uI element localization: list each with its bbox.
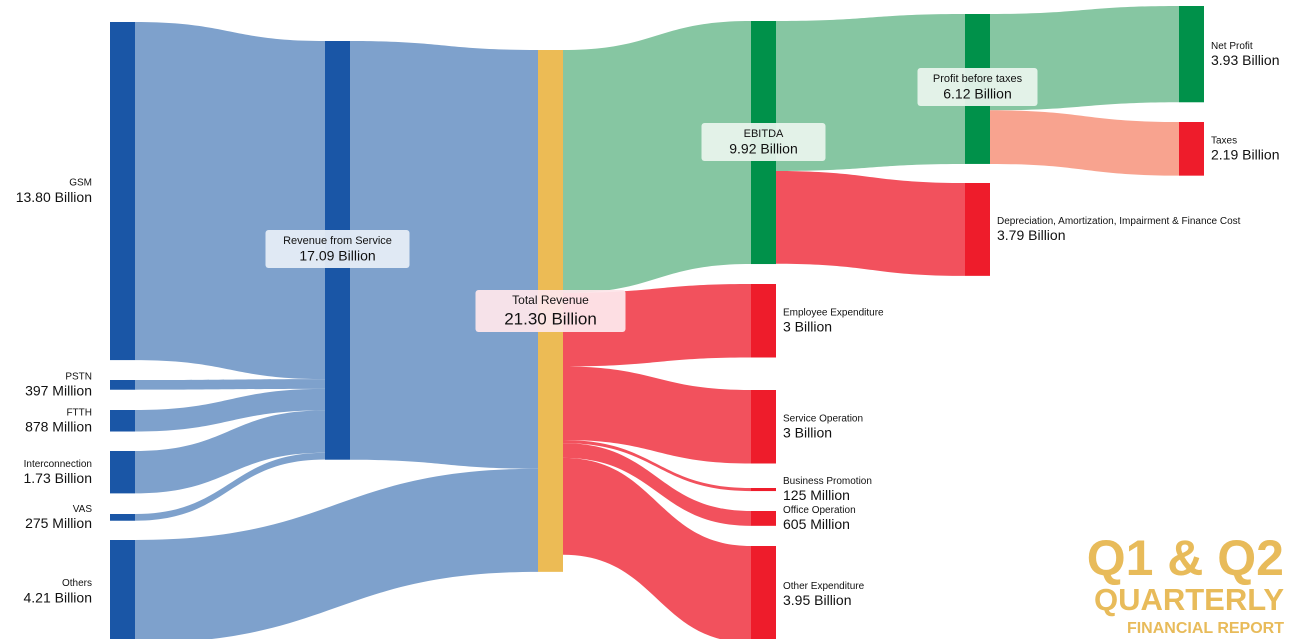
links xyxy=(135,6,1179,639)
node-value: 125 Million xyxy=(783,487,850,503)
link xyxy=(563,366,751,464)
label-box xyxy=(917,68,1038,106)
link xyxy=(135,452,325,521)
node-value: 3 Billion xyxy=(783,424,832,440)
node-value: 3.93 Billion xyxy=(1211,52,1280,68)
label-box xyxy=(701,123,826,161)
annotation: QUARTERLY xyxy=(1094,582,1284,617)
node-name: Office Operation xyxy=(783,505,856,516)
link xyxy=(350,41,538,469)
node-value: 3.95 Billion xyxy=(783,592,852,608)
node-value: 9.92 Billion xyxy=(729,141,798,157)
node-value: 3 Billion xyxy=(783,318,832,334)
node xyxy=(110,451,135,494)
node-name: VAS xyxy=(73,504,93,515)
node-name: Employee Expenditure xyxy=(783,307,884,318)
node-name: GSM xyxy=(69,178,92,189)
node xyxy=(751,511,776,526)
link xyxy=(135,22,325,380)
node-value: 13.80 Billion xyxy=(16,189,92,205)
node-value: 397 Million xyxy=(25,383,92,399)
link xyxy=(563,440,751,492)
node-name: Depreciation, Amortization, Impairment &… xyxy=(997,216,1241,227)
link xyxy=(135,410,325,494)
annotation: FINANCIAL REPORT xyxy=(1127,620,1284,637)
node xyxy=(110,380,135,390)
node-value: 21.30 Billion xyxy=(504,309,597,328)
node xyxy=(1179,122,1204,176)
node xyxy=(751,390,776,464)
node xyxy=(1179,6,1204,103)
link xyxy=(990,110,1179,176)
node-name: PSTN xyxy=(65,372,92,383)
link xyxy=(135,379,325,390)
link xyxy=(563,443,751,526)
node-name: EBITDA xyxy=(744,128,784,140)
node-name: Service Operation xyxy=(783,413,863,424)
node xyxy=(965,183,990,276)
node xyxy=(751,284,776,358)
link xyxy=(776,170,965,276)
node-name: Total Revenue xyxy=(512,293,589,307)
label-box xyxy=(265,230,410,268)
node xyxy=(751,488,776,492)
node-name: Revenue from Service xyxy=(283,235,392,247)
node xyxy=(110,514,135,521)
node-name: Profit before taxes xyxy=(933,73,1023,85)
node-value: 2.19 Billion xyxy=(1211,147,1280,163)
node-name: Taxes xyxy=(1211,135,1237,146)
node-name: Interconnection xyxy=(24,459,92,470)
node-name: Others xyxy=(62,578,92,589)
node xyxy=(110,540,135,639)
link xyxy=(135,388,325,432)
node xyxy=(110,22,135,361)
node-value: 275 Million xyxy=(25,515,92,531)
node-value: 6.12 Billion xyxy=(943,86,1012,102)
node-name: FTTH xyxy=(66,407,92,418)
node-value: 1.73 Billion xyxy=(24,470,93,486)
node-value: 878 Million xyxy=(25,418,92,434)
node-value: 4.21 Billion xyxy=(24,589,93,605)
node-value: 3.79 Billion xyxy=(997,227,1066,243)
node xyxy=(751,546,776,639)
label-box xyxy=(475,290,626,332)
node-value: 605 Million xyxy=(783,516,850,532)
node-name: Net Profit xyxy=(1211,41,1253,52)
node-name: Other Expenditure xyxy=(783,581,865,592)
link xyxy=(563,21,751,294)
annotation: Q1 & Q2 xyxy=(1087,530,1284,586)
node-name: Business Promotion xyxy=(783,476,872,487)
node-value: 17.09 Billion xyxy=(299,248,375,264)
link xyxy=(135,468,538,639)
node xyxy=(110,410,135,432)
link xyxy=(563,457,751,639)
